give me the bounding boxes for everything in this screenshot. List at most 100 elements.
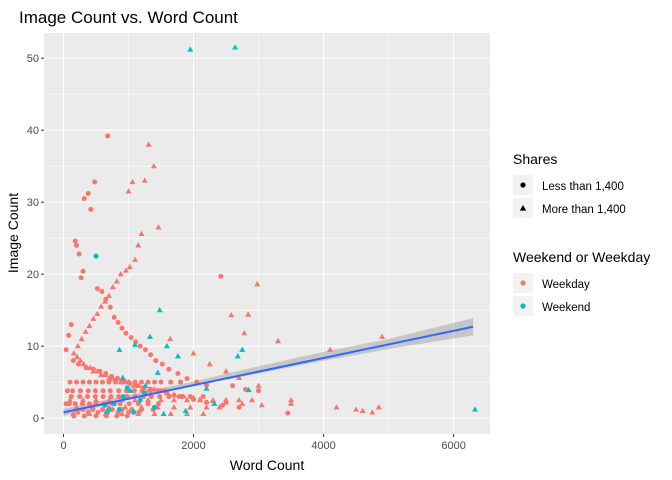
data-point-triangle bbox=[98, 371, 105, 378]
data-point-circle bbox=[66, 401, 72, 407]
data-point-triangle bbox=[127, 387, 134, 393]
data-point-triangle bbox=[74, 353, 81, 360]
data-point-circle bbox=[78, 275, 84, 281]
data-point-triangle bbox=[106, 406, 113, 412]
data-point-triangle bbox=[245, 311, 252, 317]
data-point-triangle bbox=[288, 400, 295, 406]
x-tick-label: 0 bbox=[60, 440, 66, 452]
data-point-circle bbox=[126, 401, 132, 407]
data-point-triangle bbox=[109, 283, 116, 290]
data-point-triangle bbox=[106, 396, 113, 403]
data-point-circle bbox=[100, 388, 106, 394]
data-point-triangle bbox=[122, 404, 129, 410]
data-point-triangle bbox=[132, 341, 139, 347]
data-point-circle bbox=[152, 379, 158, 385]
data-point-triangle bbox=[78, 335, 85, 342]
data-point-triangle bbox=[94, 310, 101, 316]
x-axis-ticks: 0 2000 4000 6000 bbox=[60, 434, 466, 452]
x-tick-label: 2000 bbox=[181, 440, 205, 452]
data-point-circle bbox=[230, 383, 236, 389]
data-point-triangle bbox=[359, 407, 366, 414]
data-point-circle bbox=[77, 388, 83, 394]
data-point-triangle bbox=[102, 371, 109, 378]
data-point-triangle bbox=[180, 393, 187, 399]
data-point-triangle bbox=[187, 46, 194, 52]
data-point-circle bbox=[120, 394, 126, 400]
data-point-triangle bbox=[151, 386, 158, 392]
data-point-triangle bbox=[171, 396, 178, 403]
data-point-circle bbox=[79, 401, 85, 407]
data-point-circle bbox=[285, 410, 291, 416]
data-point-circle bbox=[80, 379, 86, 385]
data-point-circle bbox=[107, 388, 113, 394]
data-point-triangle bbox=[236, 396, 243, 403]
data-point-triangle bbox=[223, 396, 230, 403]
data-point-triangle bbox=[129, 178, 136, 185]
data-point-circle bbox=[93, 413, 99, 419]
legend-weekend: Weekend or Weekday Weekday Weekend bbox=[513, 249, 650, 316]
data-point-triangle bbox=[109, 375, 116, 381]
data-point-circle bbox=[81, 196, 87, 202]
data-point-circle bbox=[166, 366, 172, 372]
data-point-triangle bbox=[375, 404, 382, 410]
data-point-circle bbox=[218, 273, 224, 279]
data-point-circle bbox=[152, 404, 158, 410]
data-point-triangle bbox=[232, 44, 239, 50]
data-point-triangle bbox=[141, 177, 148, 183]
data-point-circle bbox=[75, 409, 81, 415]
trend-line-group bbox=[63, 325, 474, 414]
data-point-triangle bbox=[239, 400, 246, 406]
y-tick-label: 0 bbox=[33, 413, 39, 425]
data-point-circle bbox=[105, 133, 111, 139]
data-point-triangle bbox=[190, 350, 197, 356]
data-point-triangle bbox=[206, 360, 213, 367]
data-point-triangle bbox=[90, 368, 97, 374]
data-point-triangle bbox=[74, 342, 81, 349]
y-axis-label: Image Count bbox=[5, 193, 21, 273]
data-point-circle bbox=[87, 379, 93, 385]
data-point-triangle bbox=[145, 141, 152, 147]
data-point-circle bbox=[128, 335, 134, 341]
data-point-circle bbox=[92, 394, 98, 400]
data-point-triangle bbox=[369, 409, 376, 415]
legend-circle-icon bbox=[520, 182, 526, 188]
data-point-circle bbox=[88, 206, 94, 212]
data-point-triangle bbox=[87, 364, 94, 370]
data-point-triangle bbox=[167, 335, 174, 342]
data-point-triangle bbox=[90, 315, 97, 321]
data-point-triangle bbox=[171, 404, 178, 410]
grid-lines bbox=[44, 33, 490, 434]
data-point-triangle bbox=[211, 400, 218, 406]
data-point-circle bbox=[92, 388, 98, 394]
data-point-circle bbox=[124, 413, 130, 419]
data-point-circle bbox=[74, 379, 80, 385]
data-point-triangle bbox=[203, 385, 210, 391]
legend-weekday-label: Weekday bbox=[542, 279, 590, 291]
data-point-triangle bbox=[184, 410, 191, 416]
data-point-circle bbox=[187, 394, 193, 400]
data-point-triangle bbox=[93, 396, 100, 403]
data-point-circle bbox=[107, 304, 113, 310]
data-point-circle bbox=[100, 379, 106, 385]
data-point-circle bbox=[63, 347, 69, 353]
data-point-circle bbox=[176, 394, 182, 400]
data-point-triangle bbox=[184, 396, 191, 403]
data-point-circle bbox=[137, 397, 143, 403]
y-axis-ticks: 0 10 20 30 40 50 bbox=[27, 53, 44, 425]
data-point-triangle bbox=[158, 396, 165, 403]
data-point-circle bbox=[100, 394, 106, 400]
data-point-circle bbox=[178, 379, 184, 385]
data-point-triangle bbox=[156, 306, 163, 313]
data-point-circle bbox=[87, 401, 93, 407]
data-point-circle bbox=[64, 388, 70, 394]
data-point-circle bbox=[153, 358, 159, 364]
data-point-triangle bbox=[117, 378, 124, 385]
data-point-circle bbox=[67, 379, 73, 385]
data-point-triangle bbox=[333, 404, 340, 410]
data-point-triangle bbox=[80, 360, 87, 367]
data-point-triangle bbox=[138, 404, 145, 410]
data-point-triangle bbox=[121, 378, 128, 385]
data-point-circle bbox=[145, 401, 151, 407]
data-point-triangle bbox=[80, 396, 87, 403]
data-point-triangle bbox=[86, 322, 93, 329]
